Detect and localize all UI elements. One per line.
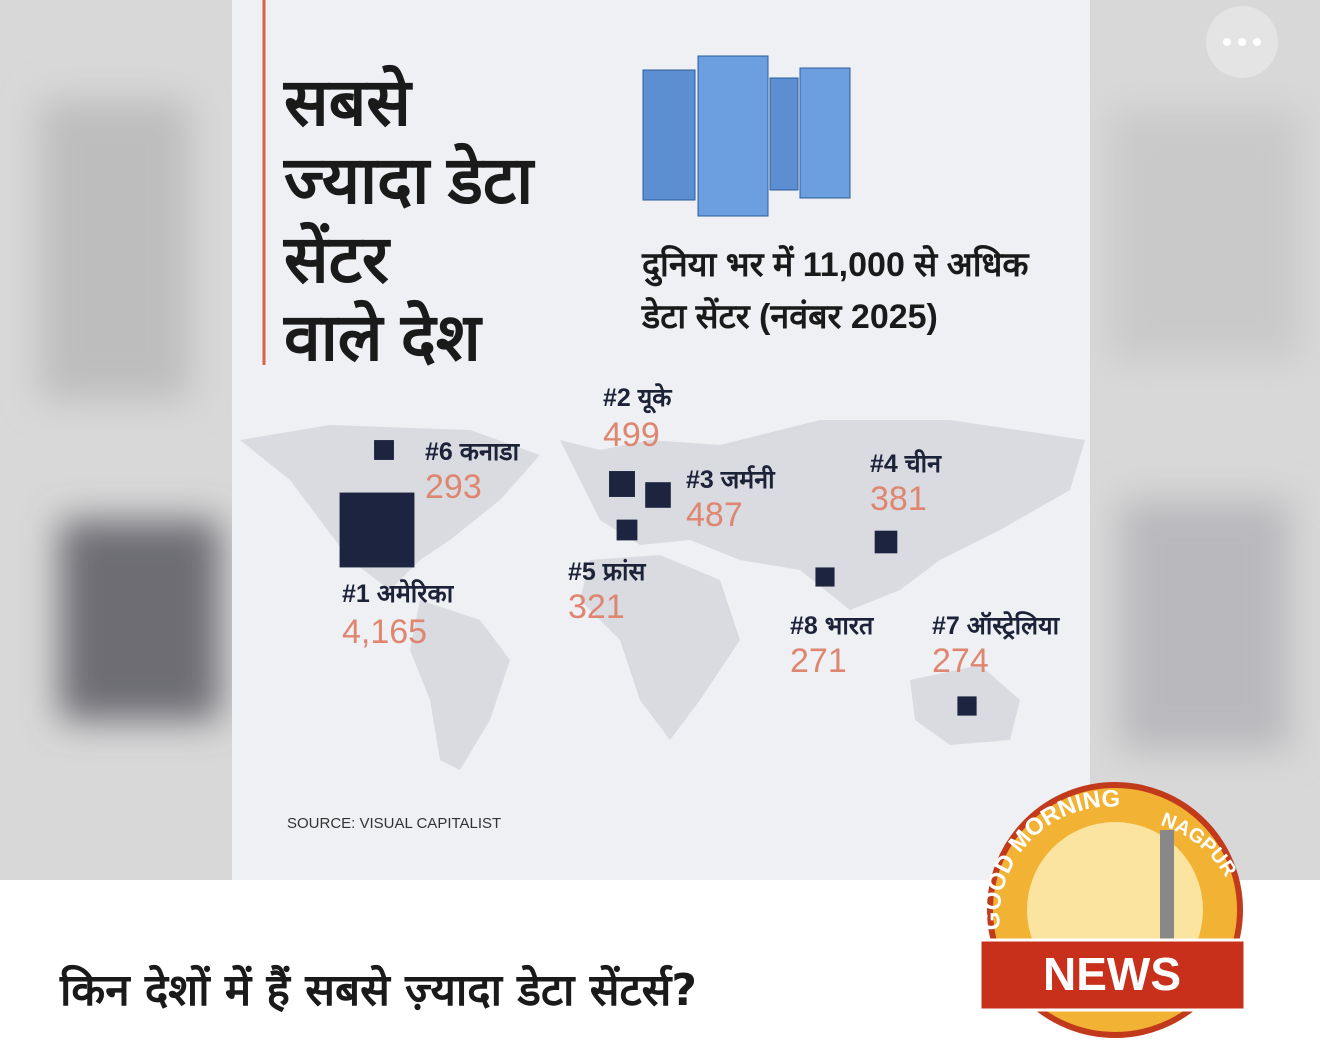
country-value: 321 [568,588,625,626]
country-value: 499 [603,416,660,454]
title-line: वाले देश [282,299,483,374]
data-square [957,696,977,716]
country-value: 293 [425,468,482,506]
data-square [374,440,394,460]
country-label: #7 ऑस्ट्रेलिया [932,611,1061,640]
country-label: #1 अमेरिका [342,579,455,608]
country-value: 487 [686,496,743,534]
country-label: #6 कनाडा [425,438,521,466]
world-map [240,420,1085,770]
subtitle-line: दुनिया भर में 11,000 से अधिक [641,244,1030,287]
data-square [645,482,671,508]
more-dots [1223,38,1261,46]
country-value: 274 [932,642,989,680]
country-value: 271 [790,642,847,680]
country-value: 381 [870,480,927,518]
country-value: 4,165 [342,613,427,651]
logo: GOOD MORNING NAGPUR NEWS [978,782,1247,1038]
country-label: #2 यूके [603,383,673,414]
country-label: #3 जर्मनी [686,465,776,494]
blur-shapes [40,100,1300,750]
title-line: सबसे [282,64,413,139]
title-line: ज्यादा डेटा [282,142,536,217]
data-square [616,519,638,541]
country-label: #8 भारत [790,612,875,640]
data-square [609,471,635,497]
data-square [339,492,415,568]
subtitle-line: डेटा सेंटर (नवंबर 2025) [641,296,938,336]
server-icon [642,55,851,217]
data-square [815,567,835,587]
country-label: #4 चीन [870,449,942,478]
country-label: #5 फ्रांस [568,558,647,586]
post-caption: किन देशों में हैं सबसे ज़्यादा डेटा सेंट… [59,964,697,1016]
data-square [874,530,898,554]
title-line: सेंटर [282,221,392,296]
logo-badge: NEWS [1043,948,1181,1000]
source: SOURCE: VISUAL CAPITALIST [287,815,501,832]
